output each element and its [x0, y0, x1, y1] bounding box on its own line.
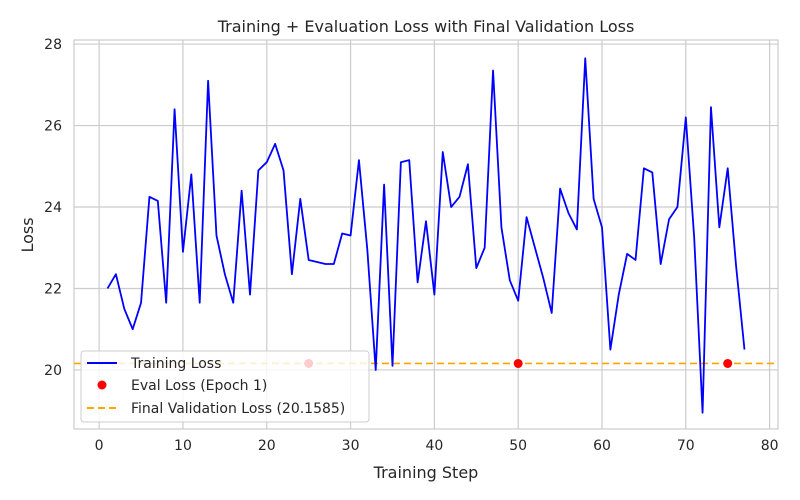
legend-final-validation-label: Final Validation Loss (20.1585)	[131, 401, 345, 417]
legend-training-label: Training Loss	[130, 356, 221, 372]
legend-eval-marker-swatch	[97, 380, 107, 390]
x-tick-label: 40	[425, 438, 443, 454]
y-tick-label: 22	[44, 281, 62, 297]
tick-labels: 0 10 20 30 40 50 60 70 80 20 22 24 26 28	[44, 37, 778, 454]
x-tick-label: 60	[593, 438, 611, 454]
legend-eval-label: Eval Loss (Epoch 1)	[131, 378, 267, 394]
y-tick-label: 26	[44, 119, 62, 135]
x-tick-label: 70	[677, 438, 695, 454]
y-tick-label: 24	[44, 200, 62, 216]
x-tick-label: 20	[258, 438, 276, 454]
legend-box	[80, 350, 370, 423]
y-axis-label: Loss	[18, 217, 37, 252]
y-tick-label: 20	[44, 363, 62, 379]
x-tick-label: 30	[342, 438, 360, 454]
x-tick-label: 0	[95, 438, 104, 454]
x-axis-label: Training Step	[373, 463, 479, 482]
chart-title: Training + Evaluation Loss with Final Va…	[217, 17, 635, 36]
legend: Training Loss Eval Loss (Epoch 1) Final …	[80, 350, 370, 423]
training-loss-line	[106, 57, 746, 414]
eval-loss-point	[513, 358, 523, 368]
x-tick-label: 80	[761, 438, 779, 454]
x-tick-label: 50	[509, 438, 527, 454]
y-tick-label: 28	[44, 37, 62, 53]
x-tick-label: 10	[174, 438, 192, 454]
eval-loss-point	[723, 358, 733, 368]
